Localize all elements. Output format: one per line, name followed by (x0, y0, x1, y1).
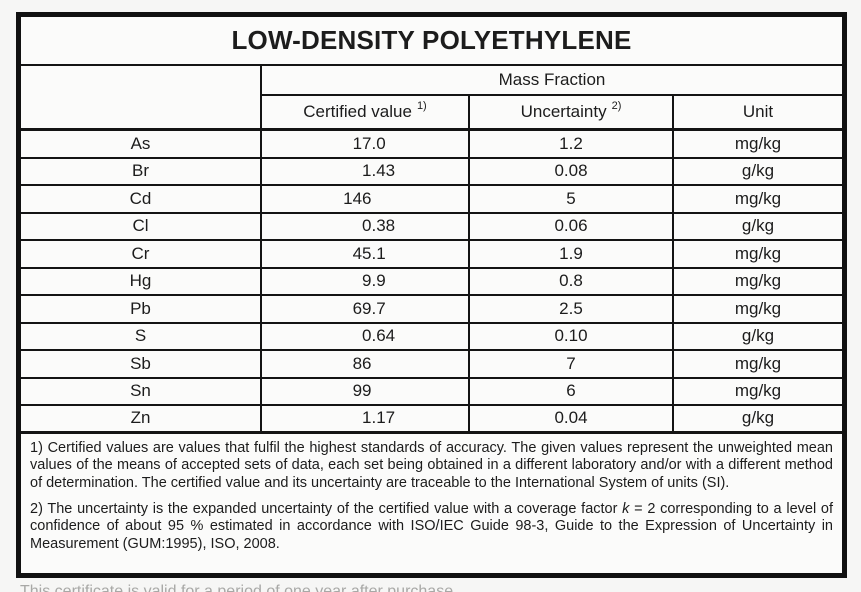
unit-cell: mg/kg (672, 131, 842, 159)
certified-value-cell: 9.9 (260, 268, 468, 296)
coverage-factor-k: k (622, 500, 630, 517)
title-row: LOW-DENSITY POLYETHYLENE (21, 17, 842, 66)
element-cell: Sn (21, 379, 260, 406)
footnote-ref-2: 2) (611, 100, 622, 112)
uncertainty-cell: 0.10 (468, 323, 672, 351)
certified-value-cell: 0.38 (260, 213, 468, 241)
table-body: As 17.0 1.2 mg/kg Br 1.43 0.08 g/kg Cd 1… (21, 131, 842, 434)
uncertainty-cell: 7 (468, 351, 672, 379)
uncertainty-cell: 0.04 (468, 406, 672, 434)
uncertainty-cell: 0.8 (468, 268, 672, 296)
uncertainty-cell: 5 (468, 186, 672, 214)
certified-value-cell: 146 (260, 186, 468, 214)
page-title: LOW-DENSITY POLYETHYLENE (231, 25, 632, 55)
table-row: S 0.64 0.10 g/kg (21, 323, 842, 351)
element-cell: Sb (21, 351, 260, 379)
uncertainty-label: Uncertainty (520, 102, 607, 121)
certificate-table: LOW-DENSITY POLYETHYLENE Mass Fraction C… (16, 12, 847, 578)
certified-value-cell: 86 (260, 351, 468, 379)
table-row: Sb 86 7 mg/kg (21, 351, 842, 379)
column-header-unit: Unit (672, 96, 842, 131)
certified-value-cell: 99 (260, 378, 468, 406)
certified-value-cell: 1.43 (260, 158, 468, 186)
corner-cell (21, 66, 260, 131)
unit-cell: mg/kg (672, 378, 842, 406)
table-row: Cl 0.38 0.06 g/kg (21, 213, 842, 241)
certified-value-cell: 45.1 (260, 241, 468, 269)
unit-cell: mg/kg (672, 241, 842, 269)
certified-value-label: Certified value (303, 102, 412, 121)
group-header-mass-fraction: Mass Fraction (260, 66, 842, 96)
certified-value-cell: 1.17 (260, 406, 468, 434)
element-cell: Cd (21, 186, 260, 214)
unit-cell: g/kg (672, 158, 842, 186)
table-row: Sn 99 6 mg/kg (21, 378, 842, 406)
element-cell: S (21, 324, 260, 351)
table-row: Zn 1.17 0.04 g/kg (21, 406, 842, 434)
certified-value-cell: 0.64 (260, 323, 468, 351)
element-cell: Cr (21, 241, 260, 269)
table-row: Cr 45.1 1.9 mg/kg (21, 241, 842, 269)
element-cell: As (21, 131, 260, 159)
unit-cell: mg/kg (672, 186, 842, 214)
uncertainty-cell: 0.08 (468, 158, 672, 186)
table-row: Pb 69.7 2.5 mg/kg (21, 296, 842, 324)
table-header: Mass Fraction Certified value 1) Uncertai… (21, 66, 842, 131)
table-row: Br 1.43 0.08 g/kg (21, 158, 842, 186)
table-row: Hg 9.9 0.8 mg/kg (21, 268, 842, 296)
unit-cell: mg/kg (672, 296, 842, 324)
validity-note-cutoff: This certificate is valid for a period o… (20, 584, 620, 592)
unit-cell: mg/kg (672, 268, 842, 296)
unit-cell: g/kg (672, 323, 842, 351)
certified-value-cell: 17.0 (260, 131, 468, 159)
uncertainty-cell: 6 (468, 378, 672, 406)
uncertainty-cell: 0.06 (468, 213, 672, 241)
unit-cell: g/kg (672, 213, 842, 241)
column-header-certified-value: Certified value 1) (260, 96, 468, 131)
table-row: As 17.0 1.2 mg/kg (21, 131, 842, 159)
uncertainty-cell: 1.9 (468, 241, 672, 269)
uncertainty-cell: 1.2 (468, 131, 672, 159)
footnote-2: 2) The uncertainty is the expanded uncer… (30, 500, 833, 552)
footnote-ref-1: 1) (416, 100, 427, 112)
unit-cell: g/kg (672, 406, 842, 434)
column-header-uncertainty: Uncertainty 2) (468, 96, 672, 131)
element-cell: Br (21, 159, 260, 186)
element-cell: Hg (21, 269, 260, 296)
footnotes-section: 1) Certified values are values that fulf… (21, 434, 842, 554)
uncertainty-cell: 2.5 (468, 296, 672, 324)
certified-value-cell: 69.7 (260, 296, 468, 324)
element-cell: Zn (21, 406, 260, 434)
footnote-1: 1) Certified values are values that fulf… (30, 439, 833, 491)
table-row: Cd 146 5 mg/kg (21, 186, 842, 214)
unit-cell: mg/kg (672, 351, 842, 379)
element-cell: Pb (21, 296, 260, 324)
element-cell: Cl (21, 214, 260, 241)
